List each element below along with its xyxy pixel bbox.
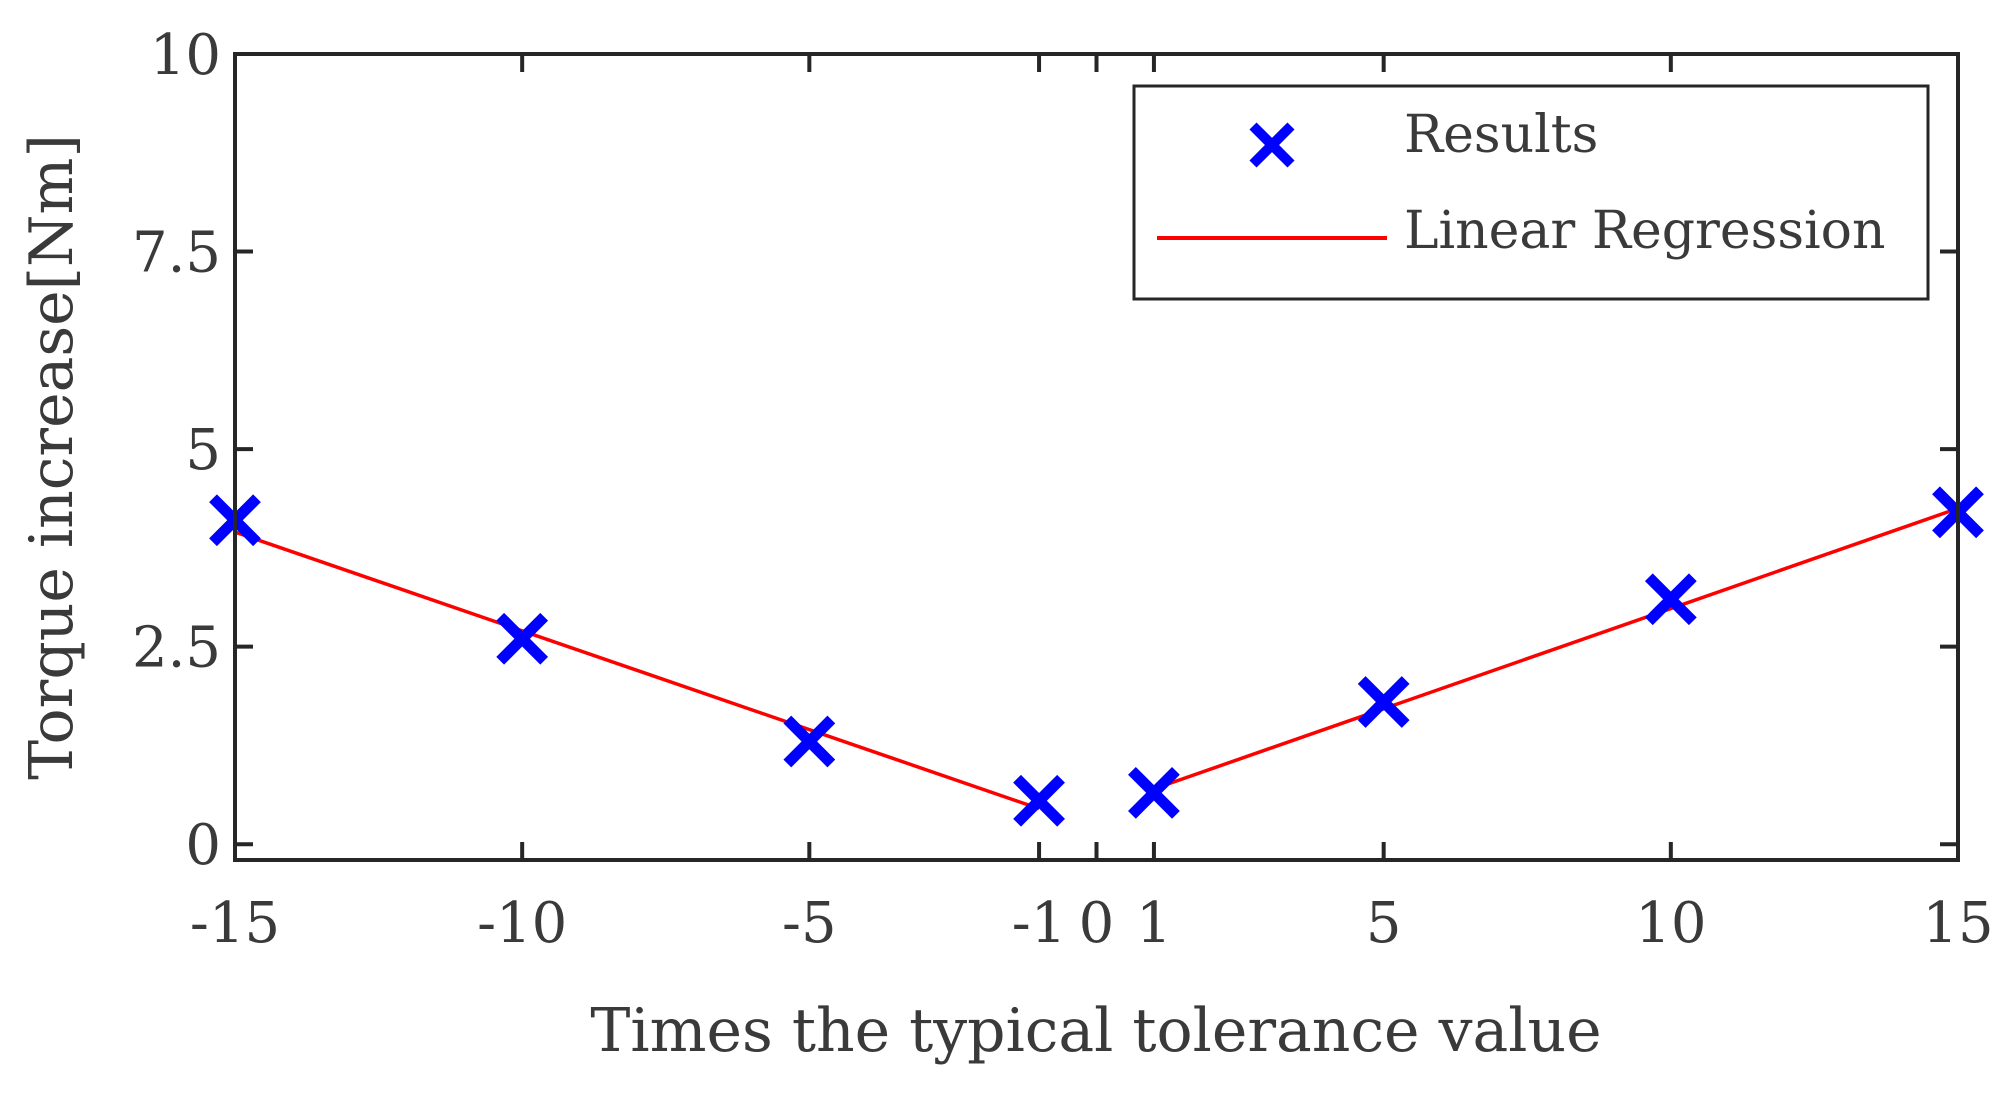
x-tick-label: 10 [1635, 891, 1706, 956]
result-point [783, 715, 836, 768]
result-point [1128, 766, 1180, 819]
result-point-stroke [1644, 573, 1697, 626]
x-tick-label: -1 [1012, 891, 1067, 956]
y-tick-label: 5 [185, 418, 221, 483]
legend-entry-results: Results [1249, 105, 1598, 168]
x-axis-label: Times the typical tolerance value [590, 996, 1601, 1066]
result-point [496, 612, 549, 665]
y-tick-label: 10 [150, 23, 221, 88]
regression-line-segment [234, 530, 1040, 811]
result-point-stroke [1357, 676, 1410, 728]
x-axis-ticks: -15 -10 -5 -1 0 1 5 10 15 [190, 54, 1994, 956]
x-tick-label: -10 [477, 891, 567, 956]
y-tick-label: 2.5 [132, 616, 221, 681]
result-point [1644, 573, 1697, 626]
y-tick-label: 7.5 [132, 221, 221, 286]
legend-results-marker-stroke-2 [1249, 122, 1295, 168]
x-tick-label: 0 [1079, 891, 1115, 956]
legend-entry-linear-regression: Linear Regression [1157, 201, 1885, 261]
result-point-stroke [1013, 774, 1065, 827]
x-tick-label: 15 [1922, 891, 1993, 956]
y-axis-label: Torque increase[Nm] [17, 134, 87, 780]
regression-line-segment [1153, 506, 1959, 791]
y-tick-label: 0 [185, 813, 221, 878]
result-point [1357, 676, 1410, 728]
result-point-stroke [783, 715, 836, 768]
legend-box [1132, 84, 1930, 301]
marker-layer [209, 486, 1984, 827]
y-axis-ticks: 0 2.5 5 7.5 10 [132, 23, 1958, 878]
x-tick-label: 5 [1366, 891, 1402, 956]
result-point-stroke [496, 612, 549, 665]
x-tick-label: 1 [1136, 891, 1172, 956]
result-point [1013, 774, 1065, 827]
legend-regression-label: Linear Regression [1404, 201, 1885, 261]
legend-results-label: Results [1404, 105, 1598, 165]
x-tick-label: -5 [782, 891, 837, 956]
regression-layer [234, 506, 1959, 811]
x-tick-label: -15 [190, 891, 280, 956]
result-point-stroke [1128, 766, 1180, 819]
legend: Results Linear Regression [1132, 84, 1930, 301]
